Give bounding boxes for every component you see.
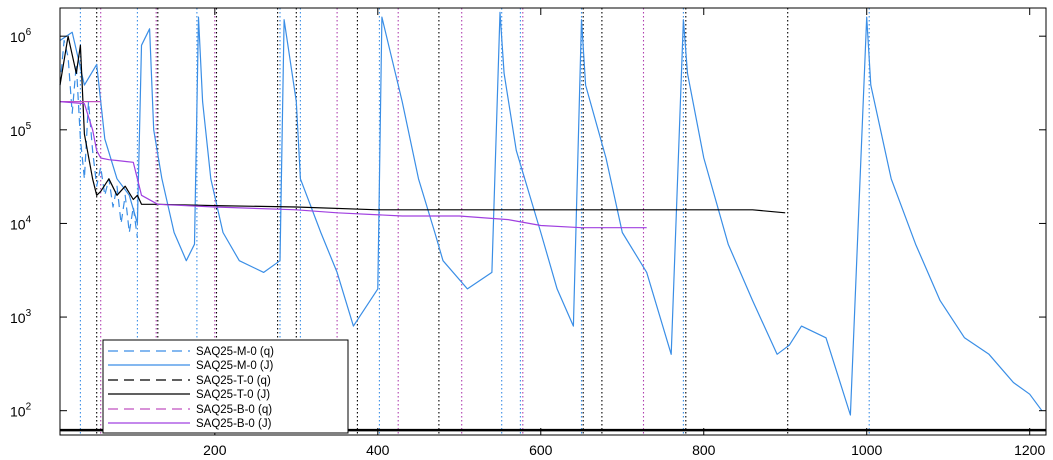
legend: SAQ25-M-0 (q) SAQ25-M-0 (J) SAQ25-T-0 (q… [102,339,349,434]
series-line-3 [59,35,786,214]
legend-label-m-j: SAQ25-M-0 (J) [196,360,273,372]
legend-label-t-j: SAQ25-T-0 (J) [196,389,270,401]
y-tick-label-1: 103 [10,308,32,326]
x-axis: 200 400 600 800 1000 1200 [203,8,1045,458]
y-tick-label-4: 106 [10,27,32,45]
legend-box [102,339,349,434]
series-line-1 [59,11,1043,416]
y-tick-label-2: 104 [10,214,32,232]
series-line-5 [59,101,647,229]
x-tick-label-0: 200 [203,442,227,458]
legend-label-t-q: SAQ25-T-0 (q) [196,375,271,387]
y-tick-label-3: 105 [10,121,32,139]
plot-frame [59,7,1047,436]
y-tick-label-0: 102 [10,402,32,420]
x-tick-label-3: 800 [692,442,716,458]
legend-label-b-j: SAQ25-B-0 (J) [196,418,272,430]
x-tick-label-1: 400 [366,442,390,458]
x-tick-label-2: 600 [529,442,553,458]
x-tick-label-4: 1000 [851,442,882,458]
x-tick-label-5: 1200 [1014,442,1045,458]
legend-label-b-q: SAQ25-B-0 (q) [196,404,272,416]
y-axis: 102 103 104 105 106 [10,27,1046,420]
legend-label-m-q: SAQ25-M-0 (q) [196,346,274,358]
